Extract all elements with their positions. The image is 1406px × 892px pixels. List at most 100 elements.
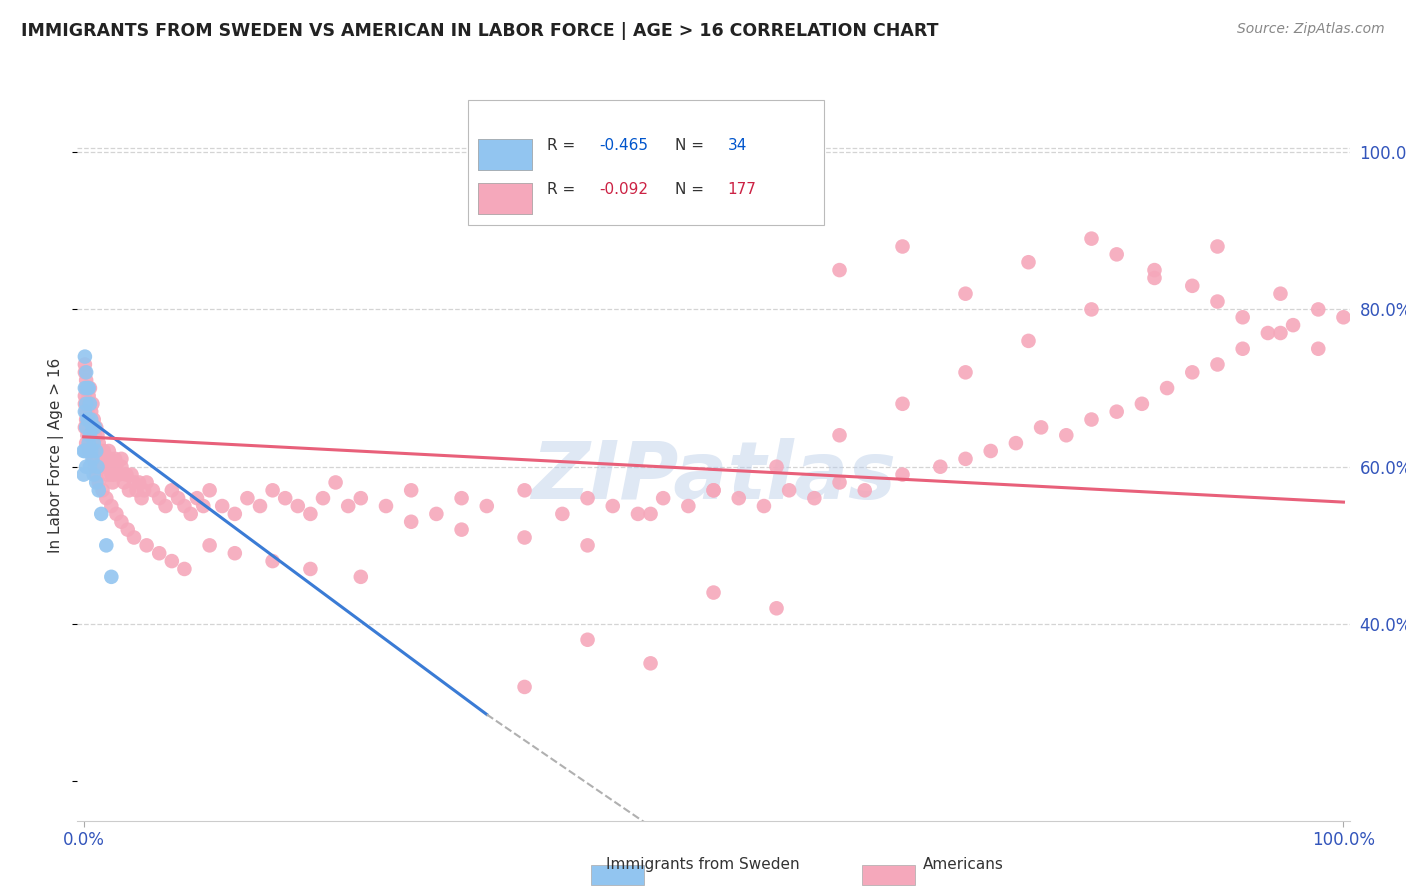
Point [97, 459, 120, 474]
Point [132, 483, 155, 498]
Point [399, 515, 422, 529]
Point [79, 428, 101, 442]
Point [76, 397, 98, 411]
Point [104, 451, 127, 466]
Text: R =: R = [547, 138, 581, 153]
Point [79, 428, 101, 442]
Point [82, 428, 104, 442]
Point [1308, 342, 1330, 356]
Point [1029, 420, 1052, 434]
Point [224, 546, 246, 560]
Point [135, 538, 157, 552]
Point [84, 459, 107, 474]
Point [193, 499, 215, 513]
Point [891, 397, 914, 411]
Point [96, 491, 118, 505]
Point [86, 459, 108, 474]
Point [79, 444, 101, 458]
Point [73, 381, 96, 395]
Point [80, 412, 103, 426]
Point [93, 444, 115, 458]
Point [155, 499, 177, 513]
Point [82, 397, 104, 411]
Point [450, 491, 472, 505]
Point [1143, 271, 1166, 285]
Point [652, 491, 675, 505]
Point [84, 420, 107, 434]
Point [1156, 381, 1178, 395]
Point [80, 436, 103, 450]
Point [77, 436, 100, 450]
Point [105, 507, 128, 521]
Point [513, 680, 536, 694]
Point [602, 499, 624, 513]
Point [765, 601, 787, 615]
Point [80, 444, 103, 458]
Point [513, 483, 536, 498]
Point [236, 491, 259, 505]
Point [91, 459, 114, 474]
Point [1080, 302, 1102, 317]
Point [955, 286, 977, 301]
Point [75, 381, 97, 395]
Point [576, 491, 599, 505]
Point [765, 459, 787, 474]
Point [475, 499, 498, 513]
Text: Americans: Americans [922, 857, 1004, 872]
Point [135, 475, 157, 490]
Point [1005, 436, 1028, 450]
Text: Immigrants from Sweden: Immigrants from Sweden [606, 857, 800, 872]
FancyBboxPatch shape [478, 139, 531, 169]
Point [83, 467, 105, 482]
Point [96, 538, 118, 552]
Point [929, 459, 952, 474]
Point [122, 531, 145, 545]
Point [105, 459, 128, 474]
Point [73, 350, 96, 364]
Text: 34: 34 [727, 138, 747, 153]
Point [727, 491, 749, 505]
Point [576, 538, 599, 552]
Point [148, 491, 170, 505]
FancyBboxPatch shape [468, 100, 824, 225]
Point [627, 507, 650, 521]
Point [110, 451, 132, 466]
Point [103, 467, 125, 482]
Point [450, 853, 472, 867]
Point [72, 444, 94, 458]
Point [1018, 255, 1040, 269]
Point [80, 436, 103, 450]
Point [778, 483, 800, 498]
Point [640, 507, 662, 521]
Point [97, 467, 120, 482]
Point [84, 428, 107, 442]
Point [350, 491, 373, 505]
Point [337, 499, 360, 513]
Point [96, 459, 118, 474]
Point [73, 420, 96, 434]
Point [110, 459, 132, 474]
Point [73, 365, 96, 379]
Point [83, 412, 105, 426]
Point [75, 373, 97, 387]
FancyBboxPatch shape [478, 183, 531, 213]
Text: -0.092: -0.092 [599, 182, 648, 197]
Point [86, 459, 108, 474]
Point [86, 428, 108, 442]
Point [73, 397, 96, 411]
Point [160, 483, 183, 498]
Point [1054, 428, 1077, 442]
Point [75, 365, 97, 379]
Point [1143, 263, 1166, 277]
Point [87, 483, 110, 498]
Point [77, 444, 100, 458]
Text: ZIPatlas: ZIPatlas [531, 438, 896, 516]
Point [75, 420, 97, 434]
Point [828, 475, 851, 490]
Point [891, 239, 914, 253]
Point [640, 657, 662, 671]
Point [325, 475, 347, 490]
Point [148, 546, 170, 560]
Point [891, 467, 914, 482]
Point [1130, 397, 1153, 411]
